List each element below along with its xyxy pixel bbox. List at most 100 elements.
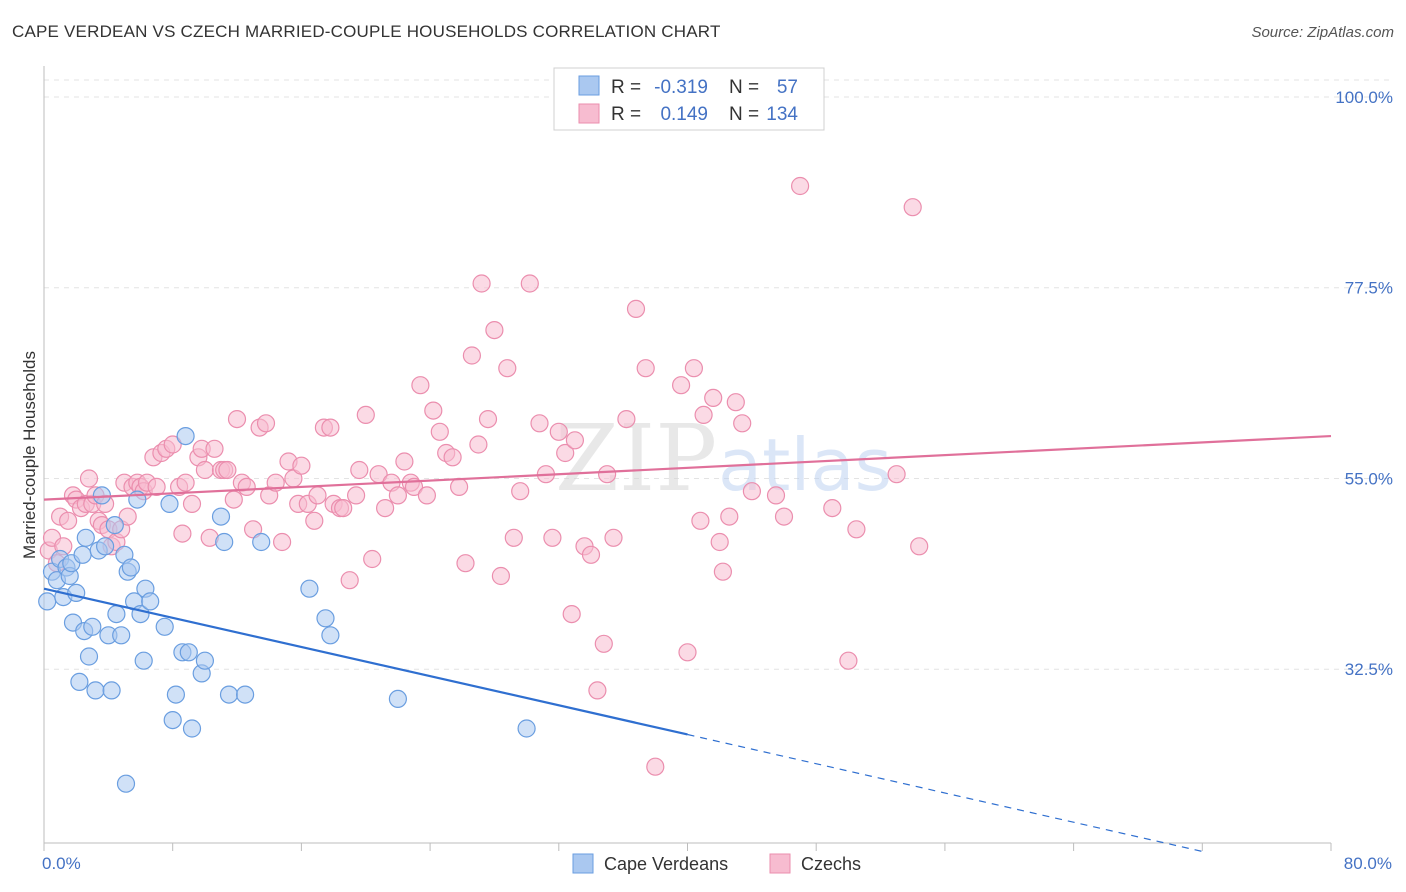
- x-tick-max: 80.0%: [1344, 854, 1392, 873]
- point-czechs-130: [678, 643, 697, 662]
- series-czechs-points: [39, 176, 929, 776]
- point-cape-verdeans-15: [83, 617, 102, 636]
- point-cape-verdeans-31: [134, 651, 153, 670]
- point-czechs-62: [321, 418, 340, 437]
- point-cape-verdeans-53: [517, 719, 536, 738]
- point-czechs-102: [565, 431, 585, 450]
- x-tick-min: 0.0%: [42, 854, 81, 873]
- point-czechs-91: [491, 566, 510, 586]
- legend-r-label-2: R =: [611, 104, 641, 125]
- point-czechs-79: [417, 486, 436, 505]
- point-czechs-74: [388, 486, 407, 505]
- point-czechs-104: [581, 545, 601, 564]
- point-czechs-53: [273, 532, 292, 552]
- point-czechs-105: [588, 681, 607, 700]
- point-czechs-117: [710, 532, 729, 552]
- bottom-legend-label-cape-verdeans: Cape Verdeans: [604, 854, 728, 874]
- point-czechs-90: [485, 321, 504, 340]
- legend-n-label-1: N =: [729, 77, 759, 98]
- point-czechs-44: [224, 490, 243, 509]
- point-czechs-59: [305, 511, 324, 530]
- point-cape-verdeans-11: [73, 545, 92, 564]
- point-czechs-45: [227, 410, 247, 429]
- point-czechs-115: [694, 405, 713, 424]
- point-cape-verdeans-50: [316, 609, 335, 628]
- point-cape-verdeans-24: [112, 626, 131, 645]
- legend-n-value-2: 134: [766, 104, 798, 125]
- point-czechs-35: [182, 494, 202, 513]
- point-czechs-93: [504, 528, 523, 547]
- point-cape-verdeans-48: [252, 532, 271, 552]
- y-tick-labels: 100.0% 77.5% 55.0% 32.5%: [1335, 88, 1393, 679]
- point-czechs-126: [847, 520, 866, 539]
- point-cape-verdeans-43: [195, 651, 214, 670]
- point-czechs-94: [511, 482, 530, 501]
- point-czechs-28: [147, 477, 166, 496]
- point-cape-verdeans-49: [300, 579, 319, 598]
- point-cape-verdeans-21: [102, 681, 121, 700]
- point-cape-verdeans-54: [116, 774, 136, 793]
- point-czechs-122: [742, 482, 762, 501]
- point-czechs-119: [720, 507, 739, 526]
- point-czechs-108: [617, 410, 636, 429]
- point-czechs-43: [218, 460, 237, 480]
- point-cape-verdeans-27: [121, 558, 140, 577]
- point-cape-verdeans-46: [219, 685, 239, 704]
- trend-line-cape-verdeans-extrapolated: [687, 733, 1203, 853]
- point-czechs-69: [356, 405, 375, 424]
- point-czechs-112: [671, 376, 691, 395]
- bottom-legend-swatch-czechs: [769, 853, 791, 874]
- point-czechs-5: [58, 511, 78, 530]
- legend: R = -0.319 N = 57 R = 0.149 N = 134: [553, 67, 825, 131]
- point-czechs-67: [347, 486, 366, 505]
- point-czechs-95: [520, 274, 539, 293]
- point-cape-verdeans-47: [236, 685, 255, 704]
- point-cape-verdeans-41: [182, 719, 202, 738]
- point-czechs-40: [205, 439, 224, 458]
- point-czechs-78: [411, 376, 430, 395]
- point-czechs-89: [478, 410, 498, 429]
- point-czechs-100: [556, 443, 575, 463]
- point-czechs-131: [594, 634, 613, 653]
- point-cape-verdeans-45: [215, 532, 234, 552]
- point-czechs-125: [839, 651, 858, 670]
- y-tick-label-3: 32.5%: [1345, 660, 1393, 679]
- point-czechs-47: [237, 477, 256, 496]
- point-czechs-57: [292, 456, 311, 475]
- trend-line-czechs: [43, 434, 1332, 501]
- point-czechs-88: [472, 274, 491, 293]
- point-czechs-106: [597, 465, 617, 484]
- point-czechs-133: [766, 486, 786, 505]
- point-czechs-110: [636, 359, 655, 378]
- point-cape-verdeans-40: [179, 643, 198, 662]
- point-czechs-80: [424, 401, 443, 420]
- bottom-legend-swatch-cape-verdeans: [572, 853, 594, 874]
- point-czechs-10: [79, 469, 99, 488]
- point-czechs-75: [395, 452, 414, 471]
- point-cape-verdeans-33: [141, 592, 160, 611]
- point-czechs-128: [903, 198, 922, 217]
- point-cape-verdeans-37: [166, 685, 185, 704]
- point-czechs-84: [450, 477, 469, 496]
- point-czechs-107: [604, 528, 623, 547]
- point-cape-verdeans-16: [86, 681, 105, 700]
- series-cape-verdeans-points: [38, 427, 536, 793]
- point-czechs-101: [562, 604, 581, 624]
- legend-r-value-2: 0.149: [660, 104, 708, 125]
- point-czechs-92: [498, 359, 517, 378]
- point-czechs-124: [823, 499, 842, 518]
- point-czechs-111: [646, 757, 665, 776]
- legend-n-value-1: 57: [777, 77, 798, 98]
- point-cape-verdeans-9: [67, 583, 86, 603]
- grid-lines: [44, 79, 1392, 670]
- point-czechs-129: [910, 537, 929, 556]
- point-cape-verdeans-36: [163, 710, 182, 730]
- point-czechs-34: [176, 473, 195, 492]
- point-czechs-33: [173, 524, 192, 543]
- point-cape-verdeans-0: [38, 592, 57, 611]
- point-czechs-87: [469, 435, 488, 454]
- y-tick-label-0: 100.0%: [1335, 88, 1393, 107]
- point-cape-verdeans-44: [211, 507, 231, 526]
- point-czechs-48: [244, 520, 263, 539]
